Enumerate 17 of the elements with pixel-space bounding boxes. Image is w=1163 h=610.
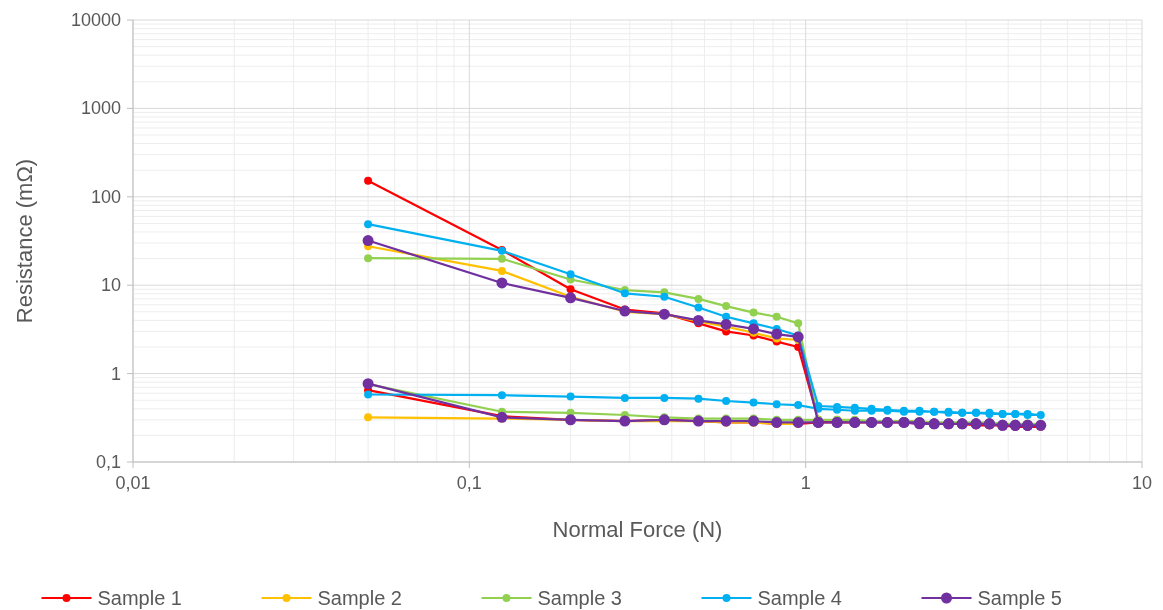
- legend-label: Sample 5: [977, 587, 1062, 609]
- legend-label: Sample 1: [97, 587, 182, 609]
- x-tick-label: 0,1: [456, 473, 482, 493]
- y-tick-label: 10: [100, 275, 121, 296]
- x-tick-label: 0,01: [115, 473, 151, 493]
- x-tick-label: 10: [1131, 473, 1153, 493]
- y-tick-label: 1000: [80, 98, 121, 119]
- x-axis-title: Normal Force (N): [552, 517, 723, 542]
- legend-label: Sample 2: [317, 587, 402, 609]
- y-tick-label: 1: [110, 363, 121, 384]
- y-axis-title: Resistance (mΩ): [12, 158, 37, 324]
- legend-label: Sample 4: [757, 587, 842, 609]
- y-tick-label: 0,1: [95, 452, 121, 472]
- x-tick-label: 1: [800, 473, 811, 493]
- y-tick-label: 10000: [70, 10, 121, 30]
- y-tick-label: 100: [90, 186, 121, 207]
- legend-label: Sample 3: [537, 587, 622, 609]
